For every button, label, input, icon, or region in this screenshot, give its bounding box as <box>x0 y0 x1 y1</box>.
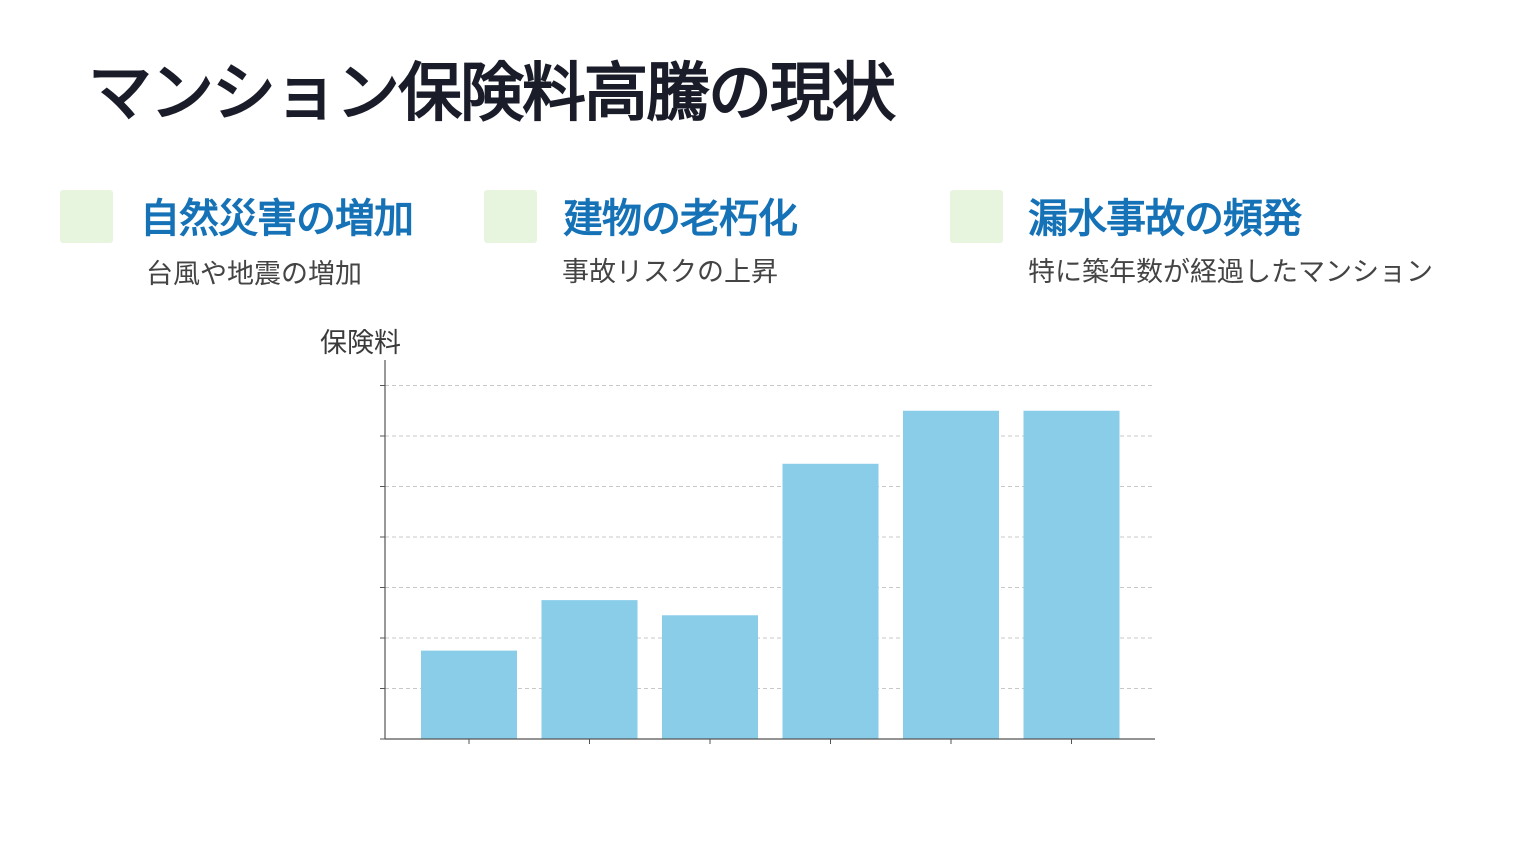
chart-bars <box>421 410 1120 739</box>
bar <box>662 615 758 739</box>
chart-y-axis-label: 保険料 <box>320 328 401 359</box>
point-detail: 特に築年数が経過したマンション <box>1028 257 1433 288</box>
bar <box>903 410 999 739</box>
accent-square <box>60 190 113 243</box>
point-detail: 事故リスクの上昇 <box>562 257 778 288</box>
bar <box>1023 410 1120 739</box>
chart-axes <box>380 360 1155 744</box>
accent-square <box>950 190 1003 243</box>
bar <box>541 600 638 739</box>
bar <box>421 650 517 739</box>
point-detail: 台風や地震の増加 <box>146 259 362 290</box>
point-heading: 自然災害の増加 <box>140 196 414 242</box>
page-title: マンション保険料高騰の現状 <box>88 57 896 131</box>
point-heading: 漏水事故の頻発 <box>1028 196 1302 242</box>
accent-square <box>484 190 537 243</box>
point-heading: 建物の老朽化 <box>563 196 798 242</box>
bar <box>782 463 879 739</box>
